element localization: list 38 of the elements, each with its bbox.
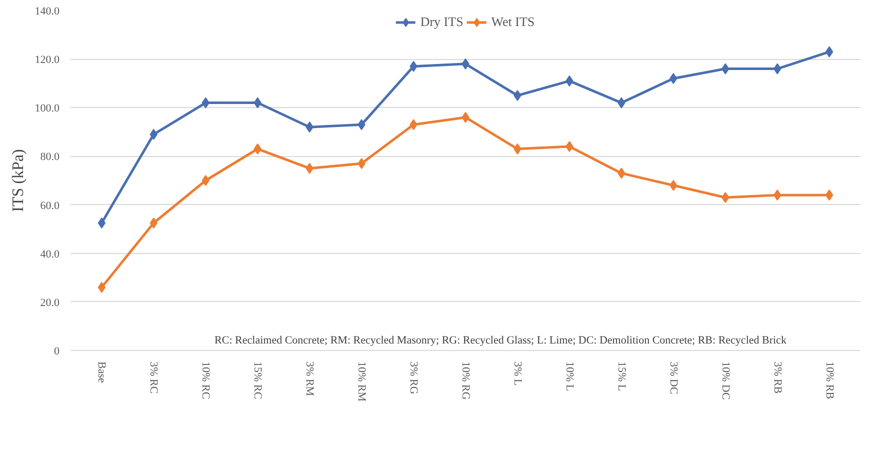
y-tick-label: 140.0: [34, 6, 60, 18]
x-tick-label: 3% DC: [667, 362, 680, 394]
point: [358, 158, 366, 169]
y-tick-label: 100.0: [34, 102, 60, 115]
x-tick-label: 10% RM: [356, 362, 368, 402]
x-tick-label: 3% L: [511, 362, 524, 386]
x-tick-label: 10% RC: [200, 362, 212, 400]
x-tick-label: 10% RB: [823, 362, 836, 400]
point: [722, 192, 730, 203]
legend-label: Dry ITS: [420, 14, 464, 30]
point: [825, 190, 834, 201]
x-tick-label: 3% RB: [771, 362, 784, 394]
annotation: RC: Reclaimed Concrete; RM: Recycled Masonry; RG: Recycled Glass; L: Lime; DC: Demolition Concrete; RB: Recycled Brick: [214, 334, 787, 346]
x-tick-label: Base: [96, 362, 108, 383]
x-tick-label: 3% RM: [304, 362, 316, 396]
y-tick-label: 120.0: [34, 54, 60, 66]
point: [514, 90, 522, 101]
y-tick-label: 20.0: [40, 296, 60, 309]
x-tick-label: 10% RG: [460, 362, 472, 400]
legend-label: Wet ITS: [491, 14, 535, 30]
point: [98, 218, 106, 228]
point: [202, 175, 210, 186]
x-tick-label: 3% RG: [408, 362, 420, 394]
point: [150, 218, 158, 228]
y-tick-label: 0: [54, 346, 60, 358]
x-tick-label: 3% RC: [148, 362, 160, 394]
point: [566, 141, 574, 152]
y-tick-label: 40.0: [40, 248, 60, 260]
point: [670, 73, 678, 84]
x-tick-label: 15% L: [615, 362, 628, 392]
x-tick-label: 10% L: [563, 362, 576, 392]
point: [98, 282, 106, 293]
y-axis-title: ITS (kPa): [10, 149, 27, 212]
x-tick-label: 15% RC: [252, 362, 264, 400]
y-tick-label: 80.0: [40, 151, 60, 164]
x-tick-label: 10% DC: [719, 362, 732, 400]
y-tick-label: 60.0: [40, 200, 60, 212]
point: [825, 46, 834, 58]
